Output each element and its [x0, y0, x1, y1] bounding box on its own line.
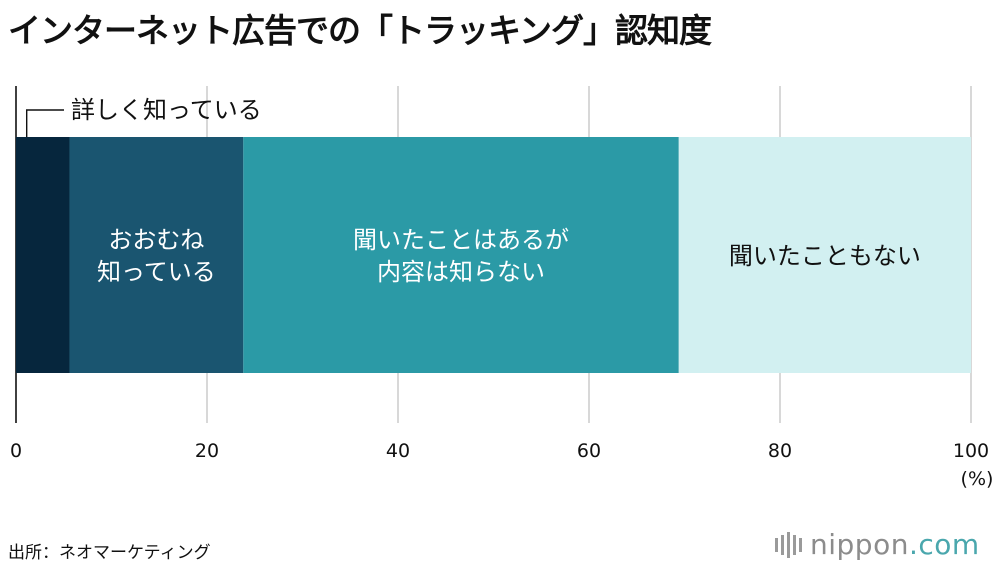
logo-text: nippon.com	[810, 528, 980, 561]
label-leader-line	[25, 109, 64, 137]
x-tick-label: 100	[953, 440, 989, 462]
data-label: 聞いたこともない	[729, 242, 921, 270]
x-axis-unit: (%)	[961, 468, 994, 490]
data-label: 知っている	[97, 258, 216, 286]
source-note: 出所：ネオマーケティング	[8, 543, 211, 563]
x-tick-label: 20	[195, 440, 219, 462]
x-tick-label: 80	[768, 440, 792, 462]
logo-name: nippon	[810, 528, 909, 561]
x-tick-label: 40	[386, 440, 410, 462]
x-tick-label: 60	[577, 440, 601, 462]
chart-title: インターネット広告での「トラッキング」認知度	[8, 11, 712, 50]
data-label: 内容は知らない	[377, 258, 545, 286]
nippon-logo: nippon.com	[775, 528, 980, 561]
bar-segment	[243, 137, 679, 373]
bar-segment	[678, 137, 971, 373]
x-tick-label: 0	[10, 440, 22, 462]
data-label: おおむね	[108, 226, 204, 254]
bar-segment	[16, 137, 70, 373]
logo-tld: .com	[908, 528, 980, 561]
data-label: 詳しく知っている	[71, 96, 262, 124]
logo-mark-icon	[775, 531, 802, 558]
data-label: 聞いたことはあるが	[353, 226, 569, 254]
bar-segment	[69, 137, 244, 373]
